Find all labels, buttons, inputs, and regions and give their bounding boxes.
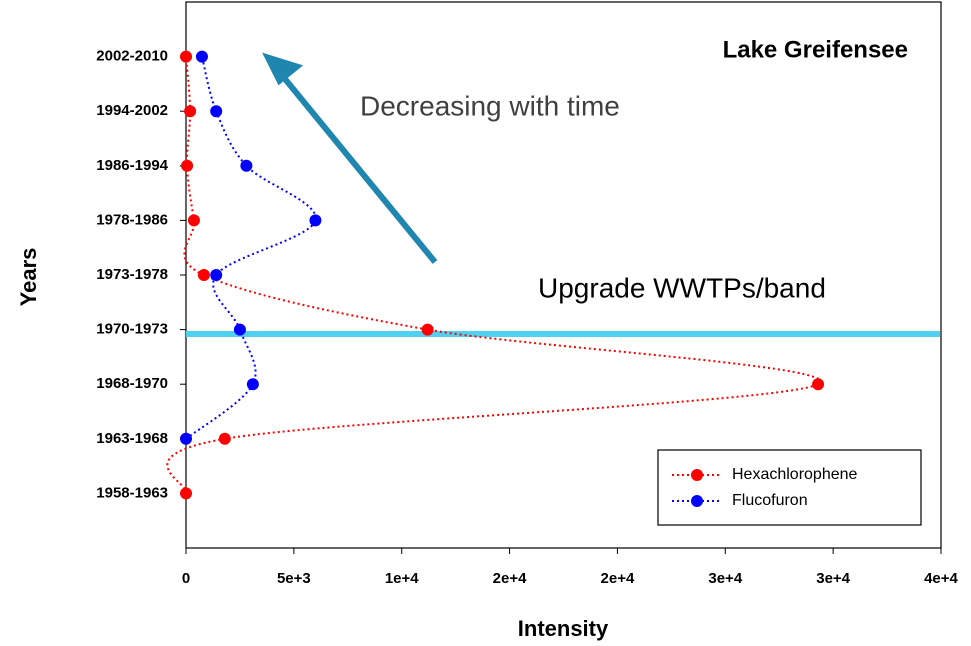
legend-marker xyxy=(691,469,703,481)
y-axis-label: Years xyxy=(16,248,41,307)
x-tick-label: 2e+4 xyxy=(601,570,635,587)
x-tick-label: 3e+4 xyxy=(708,570,742,587)
x-tick-label: 0 xyxy=(182,570,190,587)
data-point xyxy=(181,159,194,172)
data-point xyxy=(309,214,322,227)
y-tick-label: 1963-1968 xyxy=(96,430,168,447)
y-tick-label: 1986-1994 xyxy=(96,157,168,174)
y-tick-label: 1994-2002 xyxy=(96,102,168,119)
y-tick-label: 1968-1970 xyxy=(96,375,168,392)
legend-box xyxy=(657,449,922,526)
data-point xyxy=(240,159,253,172)
x-tick-label: 1e+4 xyxy=(385,570,419,587)
data-point xyxy=(195,50,208,63)
annotation: Upgrade WWTPs/band xyxy=(538,272,826,303)
y-tick-label: 2002-2010 xyxy=(96,48,168,65)
annotation: Decreasing with time xyxy=(360,90,620,121)
legend: Hexachlorophene Flucofuron xyxy=(657,449,922,526)
x-tick-label: 5e+3 xyxy=(277,570,311,587)
chart-title: Lake Greifensee xyxy=(723,36,908,63)
x-tick-label: 4e+4 xyxy=(924,570,958,587)
data-point xyxy=(218,432,231,445)
data-point xyxy=(180,50,192,63)
data-point xyxy=(246,378,259,391)
data-point xyxy=(210,269,223,281)
y-tick-label: 1978-1986 xyxy=(96,211,168,228)
data-point xyxy=(421,323,434,336)
data-point xyxy=(812,378,825,391)
x-tick-label: 2e+4 xyxy=(493,570,527,587)
data-point xyxy=(180,432,192,445)
y-tick-label: 1973-1978 xyxy=(96,266,168,283)
legend-marker xyxy=(691,495,703,507)
arrow-head xyxy=(262,52,304,86)
series-line xyxy=(166,56,822,494)
legend-label: Flucofuron xyxy=(732,492,808,509)
y-tick-label: 1970-1973 xyxy=(96,321,168,338)
data-point xyxy=(180,487,192,500)
data-point xyxy=(233,323,246,336)
data-point xyxy=(184,105,197,118)
legend-label: Hexachlorophene xyxy=(732,466,858,483)
arrow xyxy=(273,66,438,264)
x-tick-label: 3e+4 xyxy=(816,570,850,587)
data-point xyxy=(187,214,200,227)
data-point xyxy=(210,105,223,118)
y-tick-label: 1958-1963 xyxy=(96,484,168,501)
data-point xyxy=(197,269,210,281)
x-axis-label: Intensity xyxy=(518,616,609,641)
